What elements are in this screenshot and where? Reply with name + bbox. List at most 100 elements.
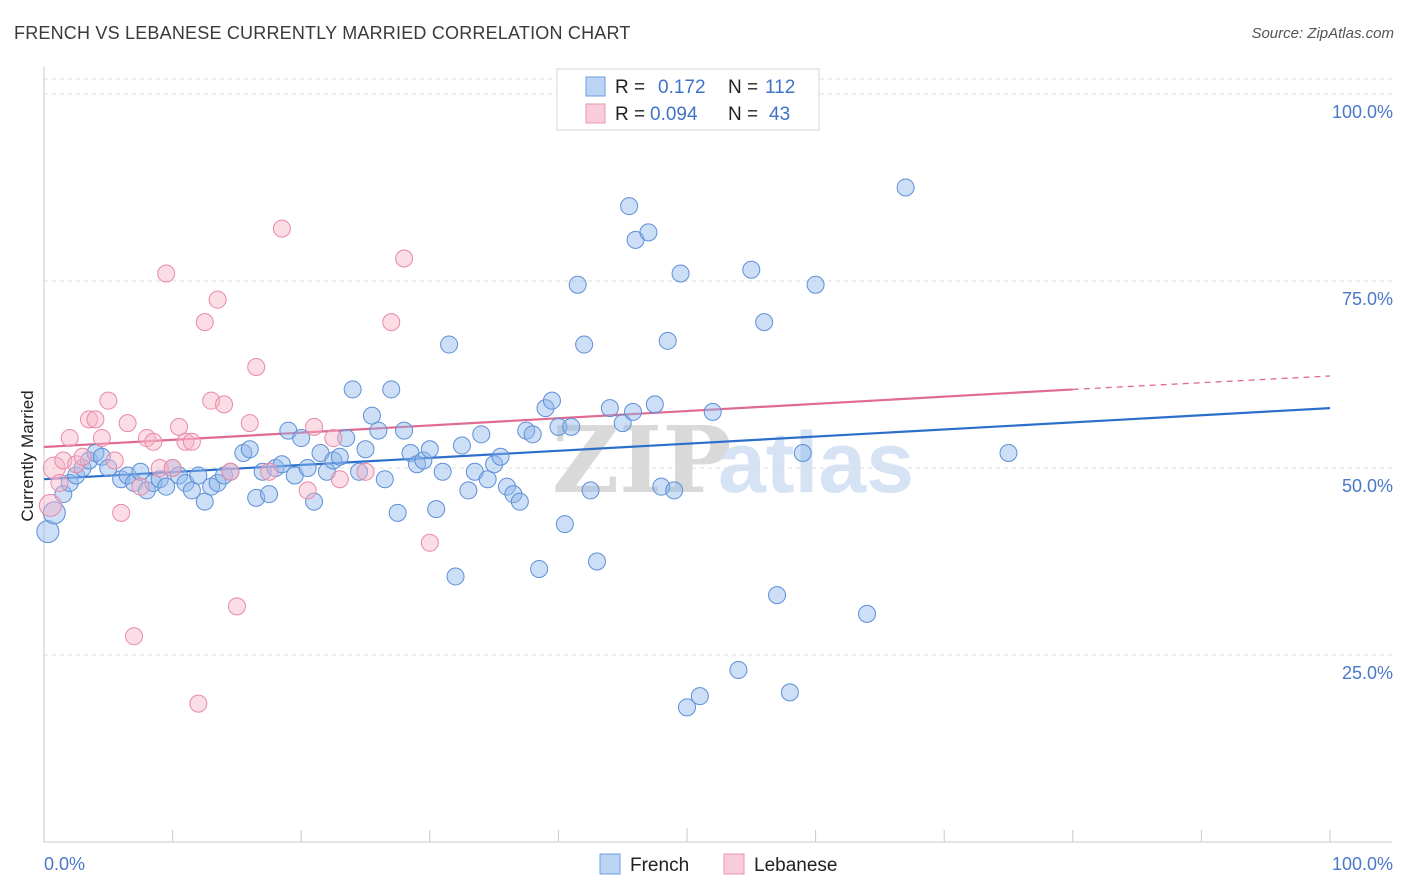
point-lebanese-37 xyxy=(324,429,343,448)
legend-swatch-lebanese xyxy=(585,103,606,124)
point-french-92 xyxy=(658,331,677,350)
point-lebanese-9 xyxy=(92,429,111,448)
point-french-68 xyxy=(491,447,510,466)
point-lebanese-38 xyxy=(330,470,349,489)
point-french-74 xyxy=(530,559,549,578)
point-french-46 xyxy=(350,462,369,481)
point-lebanese-34 xyxy=(272,219,291,238)
trend-line-french xyxy=(43,407,1331,481)
series-legend-swatch-french xyxy=(599,853,621,875)
point-lebanese-30 xyxy=(227,597,246,616)
point-french-97 xyxy=(703,402,722,421)
point-french-85 xyxy=(613,414,632,433)
y-tick-label-75: 75.0% xyxy=(1342,289,1393,309)
point-lebanese-6 xyxy=(73,447,92,466)
point-french-57 xyxy=(420,440,439,459)
legend-n-label-french: N = xyxy=(728,77,758,98)
point-lebanese-36 xyxy=(305,417,324,436)
point-lebanese-41 xyxy=(395,249,414,268)
point-french-69 xyxy=(497,477,516,496)
point-french-56 xyxy=(414,451,433,470)
point-french-90 xyxy=(645,395,664,414)
legend-r-value-french: 0.172 xyxy=(658,77,706,98)
point-french-96 xyxy=(690,687,709,706)
point-lebanese-22 xyxy=(176,432,195,451)
point-lebanese-0 xyxy=(38,493,62,517)
point-french-98 xyxy=(729,660,748,679)
point-french-58 xyxy=(427,500,446,519)
data-points xyxy=(36,178,1018,717)
point-french-81 xyxy=(575,335,594,354)
point-french-75 xyxy=(536,399,555,418)
point-lebanese-5 xyxy=(67,455,86,474)
point-lebanese-20 xyxy=(163,458,182,477)
trend-line-lebanese-extension xyxy=(1072,375,1331,391)
point-french-70 xyxy=(504,485,523,504)
point-french-23 xyxy=(195,492,214,511)
point-lebanese-21 xyxy=(170,417,189,436)
legend-n-value-lebanese: 43 xyxy=(769,104,790,125)
point-lebanese-42 xyxy=(420,533,439,552)
point-french-21 xyxy=(182,481,201,500)
point-lebanese-13 xyxy=(118,414,137,433)
x-tick-label-min: 0.0% xyxy=(44,854,85,874)
point-french-19 xyxy=(170,466,189,485)
point-french-83 xyxy=(587,552,606,571)
point-french-63 xyxy=(459,481,478,500)
point-french-38 xyxy=(298,458,317,477)
point-french-3 xyxy=(60,473,79,492)
point-french-101 xyxy=(768,586,787,605)
point-french-103 xyxy=(793,444,812,463)
point-lebanese-15 xyxy=(131,477,150,496)
grid-lines xyxy=(44,78,1392,656)
point-lebanese-28 xyxy=(215,395,234,414)
y-tick-label-50: 50.0% xyxy=(1342,476,1393,496)
point-french-29 xyxy=(240,440,259,459)
y-tick-label-25: 25.0% xyxy=(1342,663,1393,683)
point-french-107 xyxy=(999,444,1018,463)
point-lebanese-11 xyxy=(105,451,124,470)
point-french-50 xyxy=(375,470,394,489)
point-french-61 xyxy=(446,567,465,586)
point-french-82 xyxy=(581,481,600,500)
point-french-0 xyxy=(36,520,60,544)
point-lebanese-12 xyxy=(112,503,131,522)
point-french-94 xyxy=(671,264,690,283)
point-french-62 xyxy=(452,436,471,455)
point-french-51 xyxy=(382,380,401,399)
legend-swatch-french xyxy=(585,76,606,97)
point-lebanese-4 xyxy=(60,429,79,448)
point-lebanese-14 xyxy=(125,627,144,646)
series-legend-label-lebanese: Lebanese xyxy=(754,855,837,876)
point-lebanese-29 xyxy=(221,462,240,481)
point-french-80 xyxy=(568,275,587,294)
point-french-17 xyxy=(157,477,176,496)
watermark-zip: ZIP xyxy=(552,406,731,514)
point-french-60 xyxy=(440,335,459,354)
point-french-53 xyxy=(395,421,414,440)
point-french-77 xyxy=(549,417,568,436)
point-lebanese-19 xyxy=(157,264,176,283)
legend-n-value-french: 112 xyxy=(765,77,795,98)
point-french-1 xyxy=(42,501,66,525)
point-french-22 xyxy=(189,466,208,485)
point-french-100 xyxy=(755,313,774,332)
point-french-105 xyxy=(858,604,877,623)
legend-r-label-lebanese: R = xyxy=(615,104,645,125)
point-lebanese-1 xyxy=(42,456,66,480)
point-french-13 xyxy=(131,462,150,481)
point-lebanese-33 xyxy=(260,462,279,481)
y-tick-labels: 25.0% 50.0% 75.0% 100.0% xyxy=(1332,102,1393,683)
legend-n-label-lebanese: N = xyxy=(728,104,758,125)
legend-r-value-lebanese: 0.094 xyxy=(650,104,698,125)
point-french-106 xyxy=(896,178,915,197)
point-french-76 xyxy=(542,391,561,410)
y-tick-label-100: 100.0% xyxy=(1332,102,1393,122)
point-french-84 xyxy=(600,399,619,418)
point-french-44 xyxy=(337,429,356,448)
point-french-86 xyxy=(620,197,639,216)
series-legend-label-french: French xyxy=(630,855,689,876)
axes xyxy=(43,67,1392,843)
point-french-52 xyxy=(388,503,407,522)
